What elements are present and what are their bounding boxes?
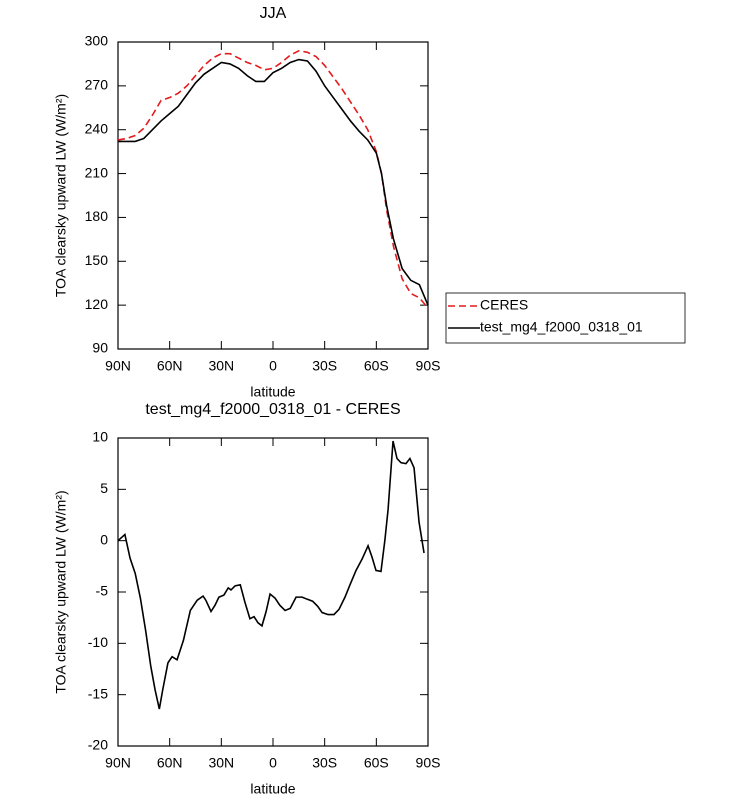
- data-line: [117, 440, 425, 710]
- y-tick-label: 180: [85, 208, 109, 224]
- y-tick-label: -15: [88, 685, 108, 701]
- y-tick-label: 0: [100, 531, 108, 547]
- x-tick-label: 60S: [364, 755, 389, 771]
- x-tick-label: 90S: [416, 358, 441, 374]
- y-tick-label: 300: [85, 33, 109, 49]
- x-tick-label: 30N: [208, 755, 234, 771]
- y-tick-label: 10: [92, 429, 108, 445]
- x-tick-label: 0: [269, 755, 277, 771]
- x-tick-label: 60N: [157, 755, 183, 771]
- y-tick-label: -10: [88, 634, 108, 650]
- y-tick-label: 150: [85, 252, 109, 268]
- y-tick-label: 90: [92, 340, 108, 356]
- y-tick-label: 5: [100, 480, 108, 496]
- plot-frame: [117, 437, 429, 747]
- chart-title: test_mg4_f2000_0318_01 - CERES: [145, 401, 400, 418]
- y-tick-label: -20: [88, 737, 108, 753]
- x-tick-label: 60N: [157, 358, 183, 374]
- x-tick-label: 60S: [364, 358, 389, 374]
- legend-label: CERES: [480, 297, 528, 313]
- chart-title: JJA: [260, 5, 287, 22]
- y-tick-label: 240: [85, 120, 109, 136]
- x-tick-label: 90N: [105, 755, 131, 771]
- x-tick-label: 30S: [312, 755, 337, 771]
- legend-box: [445, 292, 686, 344]
- y-tick-label: 210: [85, 164, 109, 180]
- y-tick-label: 270: [85, 77, 109, 93]
- x-tick-label: 30S: [312, 358, 337, 374]
- y-axis-label: TOA clearsky upward LW (W/m²): [53, 490, 69, 693]
- x-tick-label: 90S: [416, 755, 441, 771]
- y-tick-label: -5: [96, 583, 109, 599]
- legend-label: test_mg4_f2000_0318_01: [480, 319, 643, 335]
- y-axis-label: TOA clearsky upward LW (W/m²): [53, 94, 69, 297]
- plot-frame: [117, 41, 429, 350]
- x-axis-label: latitude: [250, 384, 295, 400]
- data-line: [117, 49, 429, 309]
- y-tick-label: 120: [85, 296, 109, 312]
- data-line: [118, 58, 429, 306]
- x-tick-label: 0: [269, 358, 277, 374]
- x-axis-label: latitude: [250, 781, 295, 797]
- x-tick-label: 90N: [105, 358, 131, 374]
- x-tick-label: 30N: [208, 358, 234, 374]
